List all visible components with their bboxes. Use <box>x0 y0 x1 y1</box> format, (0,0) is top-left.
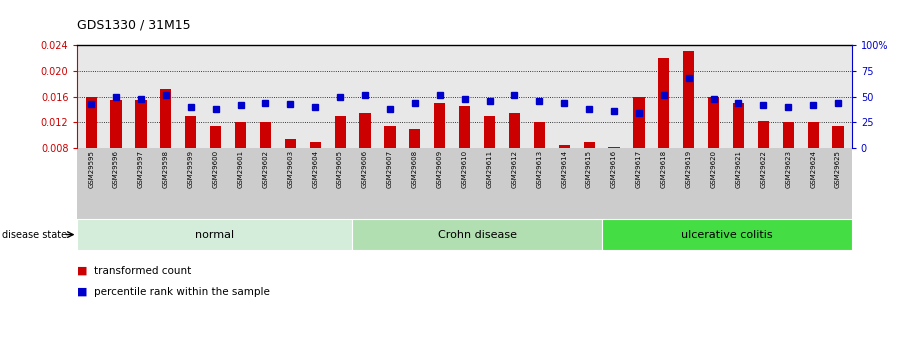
Bar <box>334 116 345 148</box>
Text: ■: ■ <box>77 287 88 296</box>
Bar <box>783 122 793 148</box>
Bar <box>136 100 147 148</box>
Text: transformed count: transformed count <box>94 266 191 276</box>
Bar <box>708 97 719 148</box>
Text: ulcerative colitis: ulcerative colitis <box>681 230 773 239</box>
Bar <box>110 100 122 148</box>
Bar <box>509 113 520 148</box>
Bar <box>160 89 171 148</box>
Bar <box>310 142 321 148</box>
Bar <box>235 122 246 148</box>
Text: ■: ■ <box>77 266 88 276</box>
Text: Crohn disease: Crohn disease <box>437 230 517 239</box>
Bar <box>86 97 97 148</box>
Bar <box>659 58 670 148</box>
Bar <box>807 122 819 148</box>
Bar <box>683 51 694 148</box>
Text: normal: normal <box>195 230 234 239</box>
Bar <box>409 129 420 148</box>
Bar <box>833 126 844 148</box>
Bar <box>758 121 769 148</box>
Bar <box>185 116 197 148</box>
Bar <box>633 97 644 148</box>
Text: GDS1330 / 31M15: GDS1330 / 31M15 <box>77 18 191 31</box>
Bar <box>584 142 595 148</box>
Bar <box>609 147 619 148</box>
Bar <box>534 122 545 148</box>
Text: percentile rank within the sample: percentile rank within the sample <box>94 287 270 296</box>
Bar <box>732 103 744 148</box>
Bar <box>210 126 221 148</box>
Bar <box>384 126 395 148</box>
Bar <box>435 103 445 148</box>
Bar <box>285 139 296 148</box>
Bar <box>260 122 271 148</box>
Text: disease state: disease state <box>2 230 67 239</box>
Bar <box>360 113 371 148</box>
Bar <box>558 145 569 148</box>
Bar <box>459 106 470 148</box>
Bar <box>484 116 495 148</box>
